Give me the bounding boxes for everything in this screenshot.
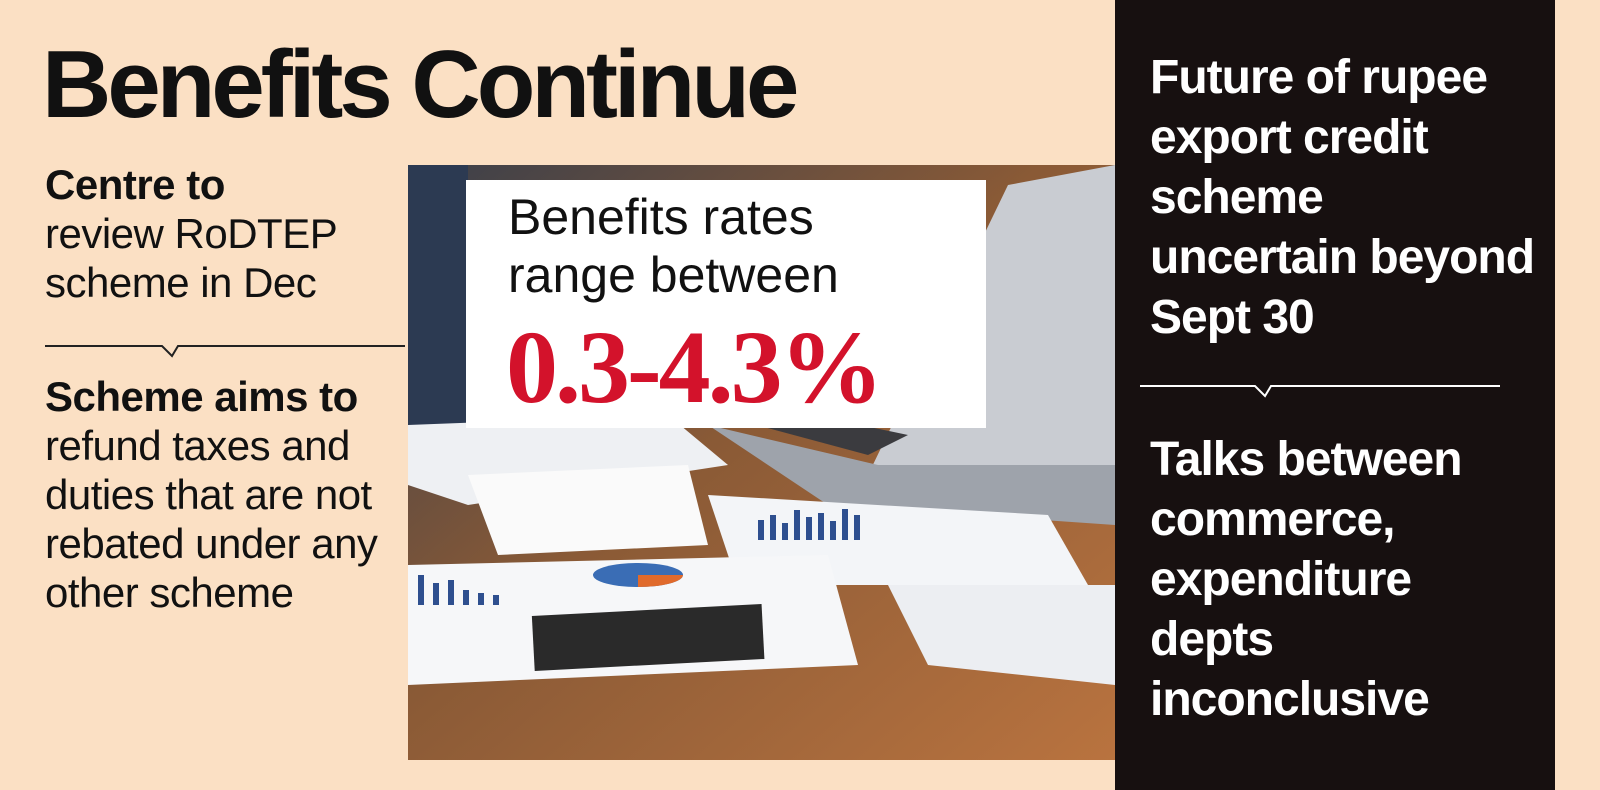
divider [45, 345, 405, 358]
callout-box: Benefits rates range between 0.3-4.3% [466, 180, 986, 428]
divider [1140, 385, 1500, 398]
left-block: Scheme aims to refund taxes and duties t… [45, 372, 380, 617]
bold-lead: Centre to [45, 161, 225, 208]
callout-highlight: 0.3-4.3% [506, 310, 884, 425]
right-block: Talks between commerce, expenditure dept… [1150, 433, 1463, 726]
right-block: Future of rupee export credit scheme unc… [1150, 51, 1535, 344]
body-text: review RoDTEP scheme in Dec [45, 210, 337, 306]
left-block: Centre to review RoDTEP scheme in Dec [45, 160, 380, 307]
side-panel [1115, 0, 1555, 790]
body-text: refund taxes and duties that are not reb… [45, 422, 378, 616]
bold-lead: Scheme aims to [45, 373, 358, 420]
title: Benefits Continue [42, 31, 799, 138]
callout-text: Benefits rates range between [508, 189, 839, 303]
